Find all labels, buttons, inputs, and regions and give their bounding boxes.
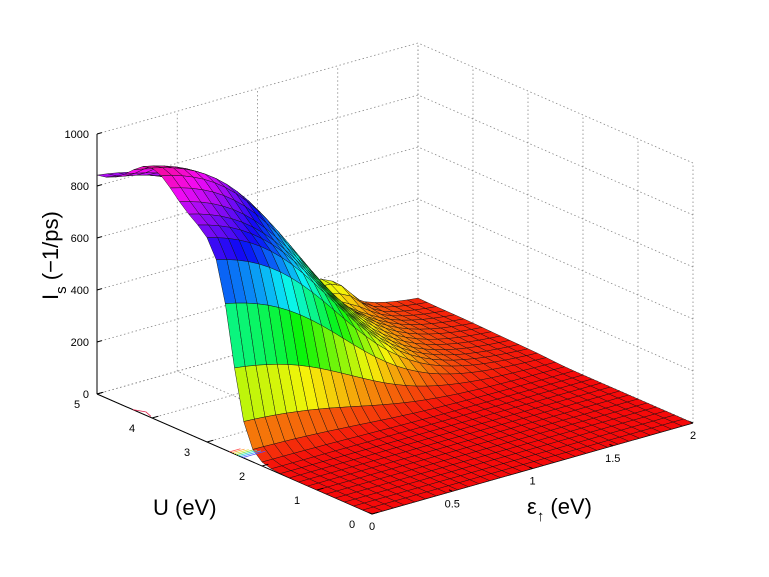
y-tick-label: 1 [294, 495, 300, 507]
x-tick-label: 1.5 [605, 453, 620, 465]
x-tick-label-mark [609, 443, 613, 447]
surface-mesh [96, 165, 694, 515]
y-tick-label-mark [371, 511, 379, 515]
contour-line [233, 449, 249, 455]
x-axis-label-sub: ↑ [537, 508, 545, 525]
contour-line [229, 448, 241, 453]
x-tick-label-mark [448, 489, 453, 492]
contour-line [240, 450, 262, 458]
y-tick-label: 0 [349, 519, 355, 531]
grid-line [417, 42, 694, 164]
z-tick-label-mark [96, 236, 102, 239]
x-tick-label: 0.5 [445, 498, 460, 510]
y-tick-label-mark [96, 391, 104, 395]
z-tick-label-mark [96, 184, 102, 187]
y-tick-label: 4 [129, 423, 135, 435]
z-tick-label: 600 [71, 233, 89, 245]
z-axis-label-rest: (−1/ps) [38, 211, 63, 286]
y-tick-label-mark [151, 415, 159, 419]
x-axis-label: ε↑ (eV) [527, 494, 592, 525]
contour-line [238, 450, 258, 457]
contour-line [132, 409, 146, 413]
z-axis-label: Is (−1/ps) [38, 211, 70, 300]
contour-line [231, 448, 245, 454]
z-tick-label-mark [96, 132, 102, 135]
z-tick-label: 1000 [65, 129, 89, 141]
grid-line [417, 94, 694, 216]
x-axis-label-main: ε [527, 494, 537, 519]
y-tick-label-mark [316, 487, 324, 491]
x-tick-label-mark [689, 421, 694, 424]
floor-contours [132, 409, 266, 458]
x-tick-label: 2 [690, 430, 696, 442]
contour-line [145, 411, 152, 417]
x-tick-label: 1 [529, 476, 535, 488]
z-tick-label: 800 [71, 181, 89, 193]
y-tick-label: 5 [74, 399, 80, 411]
contour-line [242, 450, 266, 458]
z-tick-label-mark [96, 340, 102, 343]
y-tick-label: 2 [239, 471, 245, 483]
z-tick-label: 200 [71, 337, 89, 349]
z-axis-label-sub: s [53, 286, 70, 294]
surface-patch [672, 418, 694, 427]
z-tick-label: 0 [83, 389, 89, 401]
z-tick-label-mark [96, 288, 102, 291]
x-tick-label: 0 [369, 521, 375, 533]
z-axis-label-main: I [38, 294, 63, 300]
x-axis-label-rest: (eV) [544, 494, 592, 519]
z-tick-label: 400 [71, 285, 89, 297]
y-tick-label: 3 [184, 447, 190, 459]
grid-line [417, 198, 694, 320]
x-tick-label-mark [368, 512, 373, 515]
y-tick-label-mark [206, 439, 214, 443]
y-axis-label: U (eV) [153, 495, 217, 520]
grid-line [417, 146, 694, 268]
x-tick-label-mark [529, 466, 533, 469]
y-tick-label-mark [261, 463, 269, 467]
contour-line [236, 449, 253, 456]
